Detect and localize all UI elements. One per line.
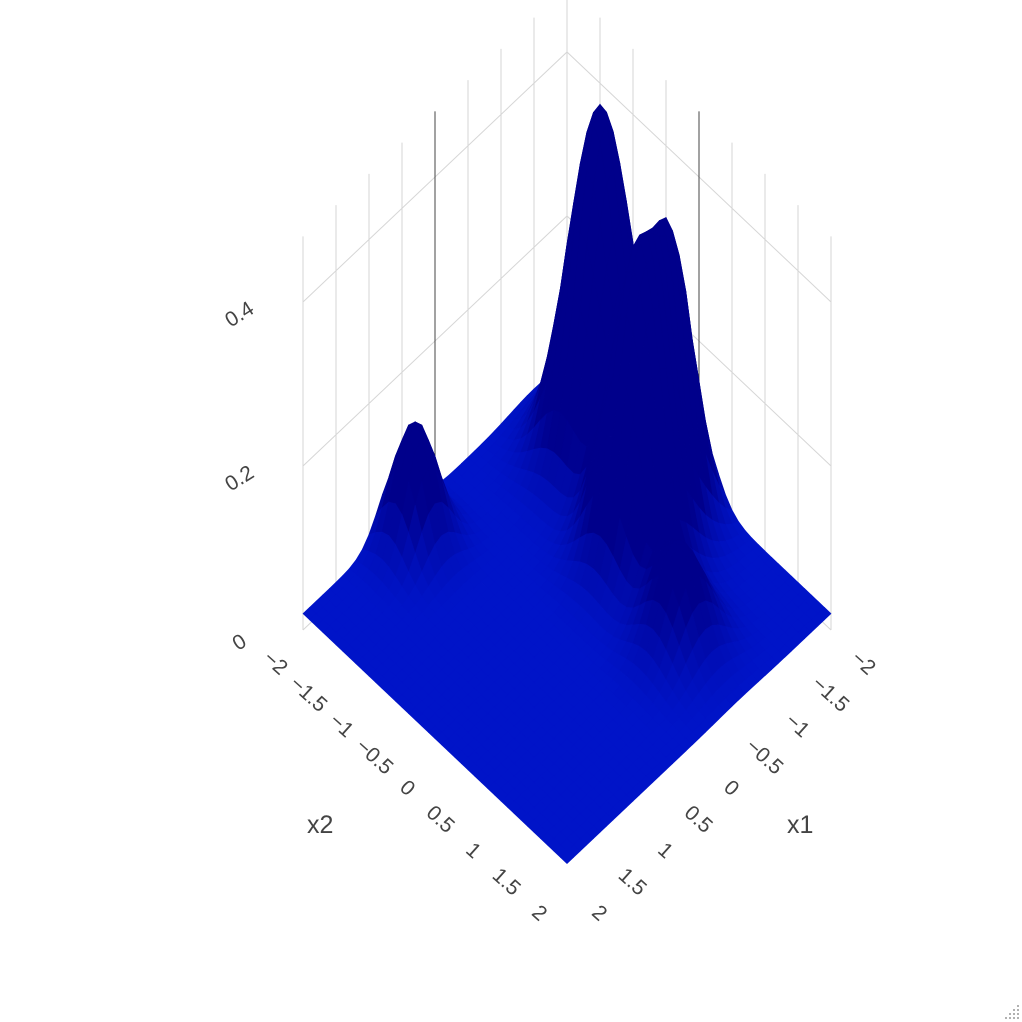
x1-tick-label: −0.5 — [741, 734, 787, 779]
x2-tick-label: −1 — [325, 709, 358, 742]
x1-tick-label: 0.5 — [680, 801, 717, 838]
x2-tick-label: 2 — [527, 901, 551, 926]
x2-tick-label: 0 — [395, 776, 419, 801]
resize-handle-icon[interactable] — [1002, 1002, 1020, 1020]
surface[interactable] — [302, 103, 832, 865]
x1-tick-label: −1.5 — [807, 672, 853, 717]
x1-tick-label: −1 — [781, 709, 814, 742]
x1-tick-label: 1 — [653, 838, 677, 863]
x1-tick-label: 0 — [719, 776, 743, 801]
x1-tick-label: 2 — [587, 901, 611, 926]
x2-axis-title: x2 — [307, 811, 333, 839]
x1-axis-title: x1 — [787, 811, 813, 839]
x1-tick-label: 1.5 — [614, 864, 651, 901]
surface-cell — [559, 850, 575, 865]
x2-tick-label: −2 — [259, 647, 292, 680]
z-tick-label: 0.2 — [221, 461, 258, 496]
x1-tick-label: −2 — [847, 647, 880, 680]
x2-tick-label: −0.5 — [351, 734, 397, 779]
gridline — [302, 51, 832, 303]
x2-tick-label: 1 — [461, 838, 485, 863]
x2-tick-label: 1.5 — [488, 864, 525, 901]
x2-tick-label: 0.5 — [422, 801, 459, 838]
x2-tick-label: −1.5 — [285, 672, 331, 717]
gridline — [302, 215, 832, 467]
z-tick-label: 0 — [229, 630, 251, 656]
z-tick-label: 0.4 — [221, 297, 258, 332]
